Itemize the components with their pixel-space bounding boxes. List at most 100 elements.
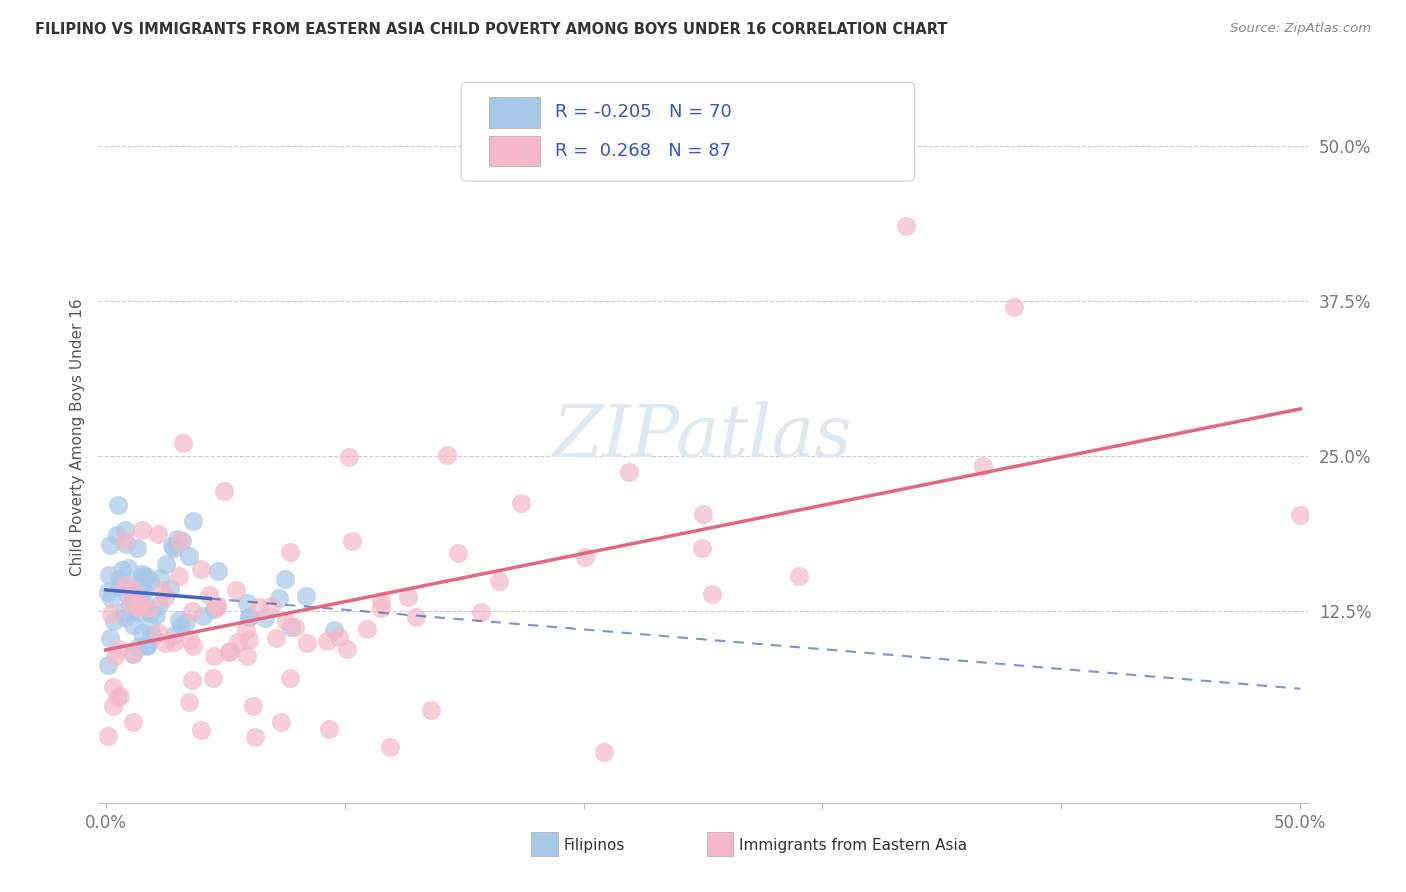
- Point: [337, 450, 360, 464]
- Point: [112, 604, 135, 618]
- Point: [131, 523, 153, 537]
- Point: [238, 632, 260, 647]
- Point: [592, 745, 614, 759]
- Point: [127, 605, 149, 619]
- Point: [205, 598, 228, 612]
- Point: [114, 578, 136, 592]
- Point: [114, 533, 136, 547]
- Point: [190, 562, 212, 576]
- Point: [146, 527, 169, 541]
- FancyBboxPatch shape: [531, 832, 558, 856]
- Point: [894, 219, 917, 234]
- Point: [574, 550, 596, 565]
- Point: [108, 689, 131, 703]
- Text: R =  0.268   N = 87: R = 0.268 N = 87: [555, 142, 731, 160]
- Point: [122, 647, 145, 661]
- Point: [181, 604, 204, 618]
- Point: [149, 571, 172, 585]
- Point: [136, 638, 159, 652]
- Point: [135, 569, 157, 583]
- Point: [107, 528, 129, 542]
- Point: [179, 633, 201, 648]
- Point: [148, 626, 170, 640]
- Point: [103, 614, 125, 628]
- Point: [273, 572, 295, 586]
- Point: [295, 636, 318, 650]
- Point: [226, 635, 249, 649]
- Point: [122, 594, 145, 608]
- Point: [179, 695, 201, 709]
- Point: [336, 642, 359, 657]
- Point: [318, 723, 340, 737]
- Point: [104, 649, 127, 664]
- Point: [201, 671, 224, 685]
- Point: [101, 698, 124, 713]
- Point: [198, 588, 221, 602]
- Point: [110, 577, 132, 591]
- FancyBboxPatch shape: [489, 136, 540, 167]
- Point: [284, 620, 307, 634]
- Point: [470, 605, 492, 619]
- Point: [97, 567, 120, 582]
- Point: [181, 639, 204, 653]
- Point: [155, 557, 177, 571]
- Point: [436, 448, 458, 462]
- Point: [692, 507, 714, 521]
- Point: [509, 496, 531, 510]
- Text: Immigrants from Eastern Asia: Immigrants from Eastern Asia: [740, 838, 967, 853]
- Point: [139, 619, 162, 633]
- Point: [159, 582, 181, 596]
- Point: [108, 580, 131, 594]
- Point: [172, 534, 194, 549]
- Point: [247, 599, 270, 614]
- Point: [128, 597, 150, 611]
- Point: [176, 615, 198, 629]
- Point: [202, 601, 225, 615]
- Point: [1289, 508, 1312, 523]
- Point: [160, 540, 183, 554]
- Point: [122, 582, 145, 597]
- Point: [219, 644, 242, 658]
- Point: [105, 690, 128, 705]
- Point: [139, 574, 162, 588]
- Point: [163, 634, 186, 648]
- Point: [177, 549, 200, 564]
- Text: Source: ZipAtlas.com: Source: ZipAtlas.com: [1230, 22, 1371, 36]
- Point: [328, 630, 350, 644]
- Point: [136, 639, 159, 653]
- Point: [617, 465, 640, 479]
- Point: [169, 613, 191, 627]
- Point: [142, 629, 165, 643]
- Point: [121, 646, 143, 660]
- Point: [153, 590, 176, 604]
- Point: [100, 607, 122, 622]
- Point: [218, 645, 240, 659]
- Point: [127, 541, 149, 555]
- Point: [270, 714, 292, 729]
- Point: [260, 599, 283, 613]
- Text: R = -0.205   N = 70: R = -0.205 N = 70: [555, 103, 733, 121]
- Point: [396, 590, 419, 604]
- Point: [212, 484, 235, 499]
- Point: [122, 590, 145, 604]
- Point: [370, 594, 392, 608]
- Point: [488, 574, 510, 588]
- Point: [242, 699, 264, 714]
- Point: [378, 739, 401, 754]
- Point: [132, 569, 155, 583]
- Point: [121, 579, 143, 593]
- Point: [170, 618, 193, 632]
- Point: [278, 545, 301, 559]
- Point: [101, 680, 124, 694]
- Text: ZIPatlas: ZIPatlas: [553, 401, 853, 473]
- Point: [181, 514, 204, 528]
- Point: [238, 609, 260, 624]
- Point: [107, 498, 129, 512]
- Point: [190, 723, 212, 737]
- FancyBboxPatch shape: [707, 832, 734, 856]
- Point: [972, 458, 994, 473]
- Point: [139, 606, 162, 620]
- Point: [191, 609, 214, 624]
- Point: [138, 600, 160, 615]
- Point: [108, 572, 131, 586]
